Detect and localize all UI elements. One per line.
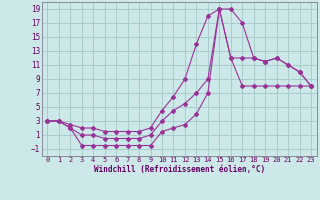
X-axis label: Windchill (Refroidissement éolien,°C): Windchill (Refroidissement éolien,°C) (94, 165, 265, 174)
